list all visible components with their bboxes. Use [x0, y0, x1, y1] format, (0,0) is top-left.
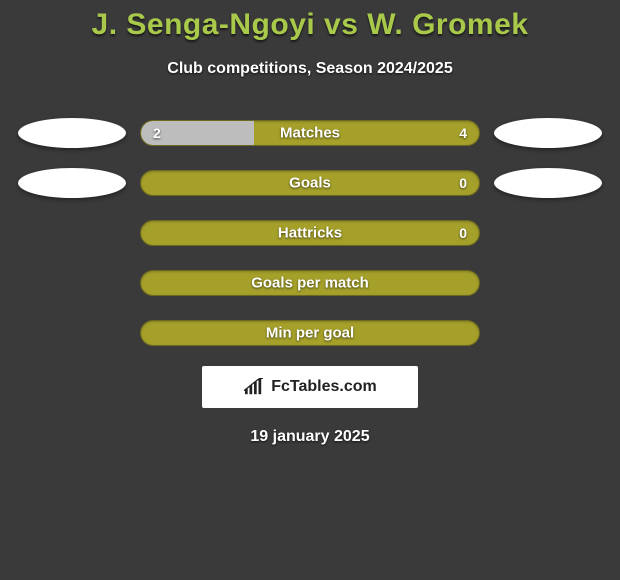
bar-label: Matches [280, 125, 340, 142]
stat-bar: Hattricks 0 [140, 220, 480, 246]
bar-label: Hattricks [278, 225, 342, 242]
bar-rows: Matches 2 4 Goals 0 Hattricks 0 Goals per match… [0, 118, 620, 348]
bar-label: Min per goal [266, 325, 354, 342]
player-right-marker [494, 168, 602, 198]
bar-label: Goals per match [251, 275, 369, 292]
subtitle: Club competitions, Season 2024/2025 [0, 60, 620, 78]
stat-bar: Min per goal [140, 320, 480, 346]
bar-value-left: 2 [153, 125, 161, 141]
player-left-marker [18, 118, 126, 148]
stat-bar: Goals per match [140, 270, 480, 296]
bar-value-right: 4 [459, 125, 467, 141]
date-label: 19 january 2025 [0, 428, 620, 446]
stat-bar: Goals 0 [140, 170, 480, 196]
bar-row: Min per goal [0, 318, 620, 348]
brand-badge: FcTables.com [202, 366, 418, 408]
brand-text: FcTables.com [271, 378, 377, 396]
player-right-marker [494, 118, 602, 148]
player-left-marker [18, 168, 126, 198]
bar-row: Goals 0 [0, 168, 620, 198]
comparison-chart: J. Senga-Ngoyi vs W. Gromek Club competi… [0, 0, 620, 446]
bar-row: Hattricks 0 [0, 218, 620, 248]
stat-bar: Matches 2 4 [140, 120, 480, 146]
page-title: J. Senga-Ngoyi vs W. Gromek [0, 8, 620, 42]
bar-label: Goals [289, 175, 331, 192]
bar-value-right: 0 [459, 175, 467, 191]
brand-chart-icon [243, 378, 265, 396]
bar-row: Matches 2 4 [0, 118, 620, 148]
bar-value-right: 0 [459, 225, 467, 241]
bar-row: Goals per match [0, 268, 620, 298]
